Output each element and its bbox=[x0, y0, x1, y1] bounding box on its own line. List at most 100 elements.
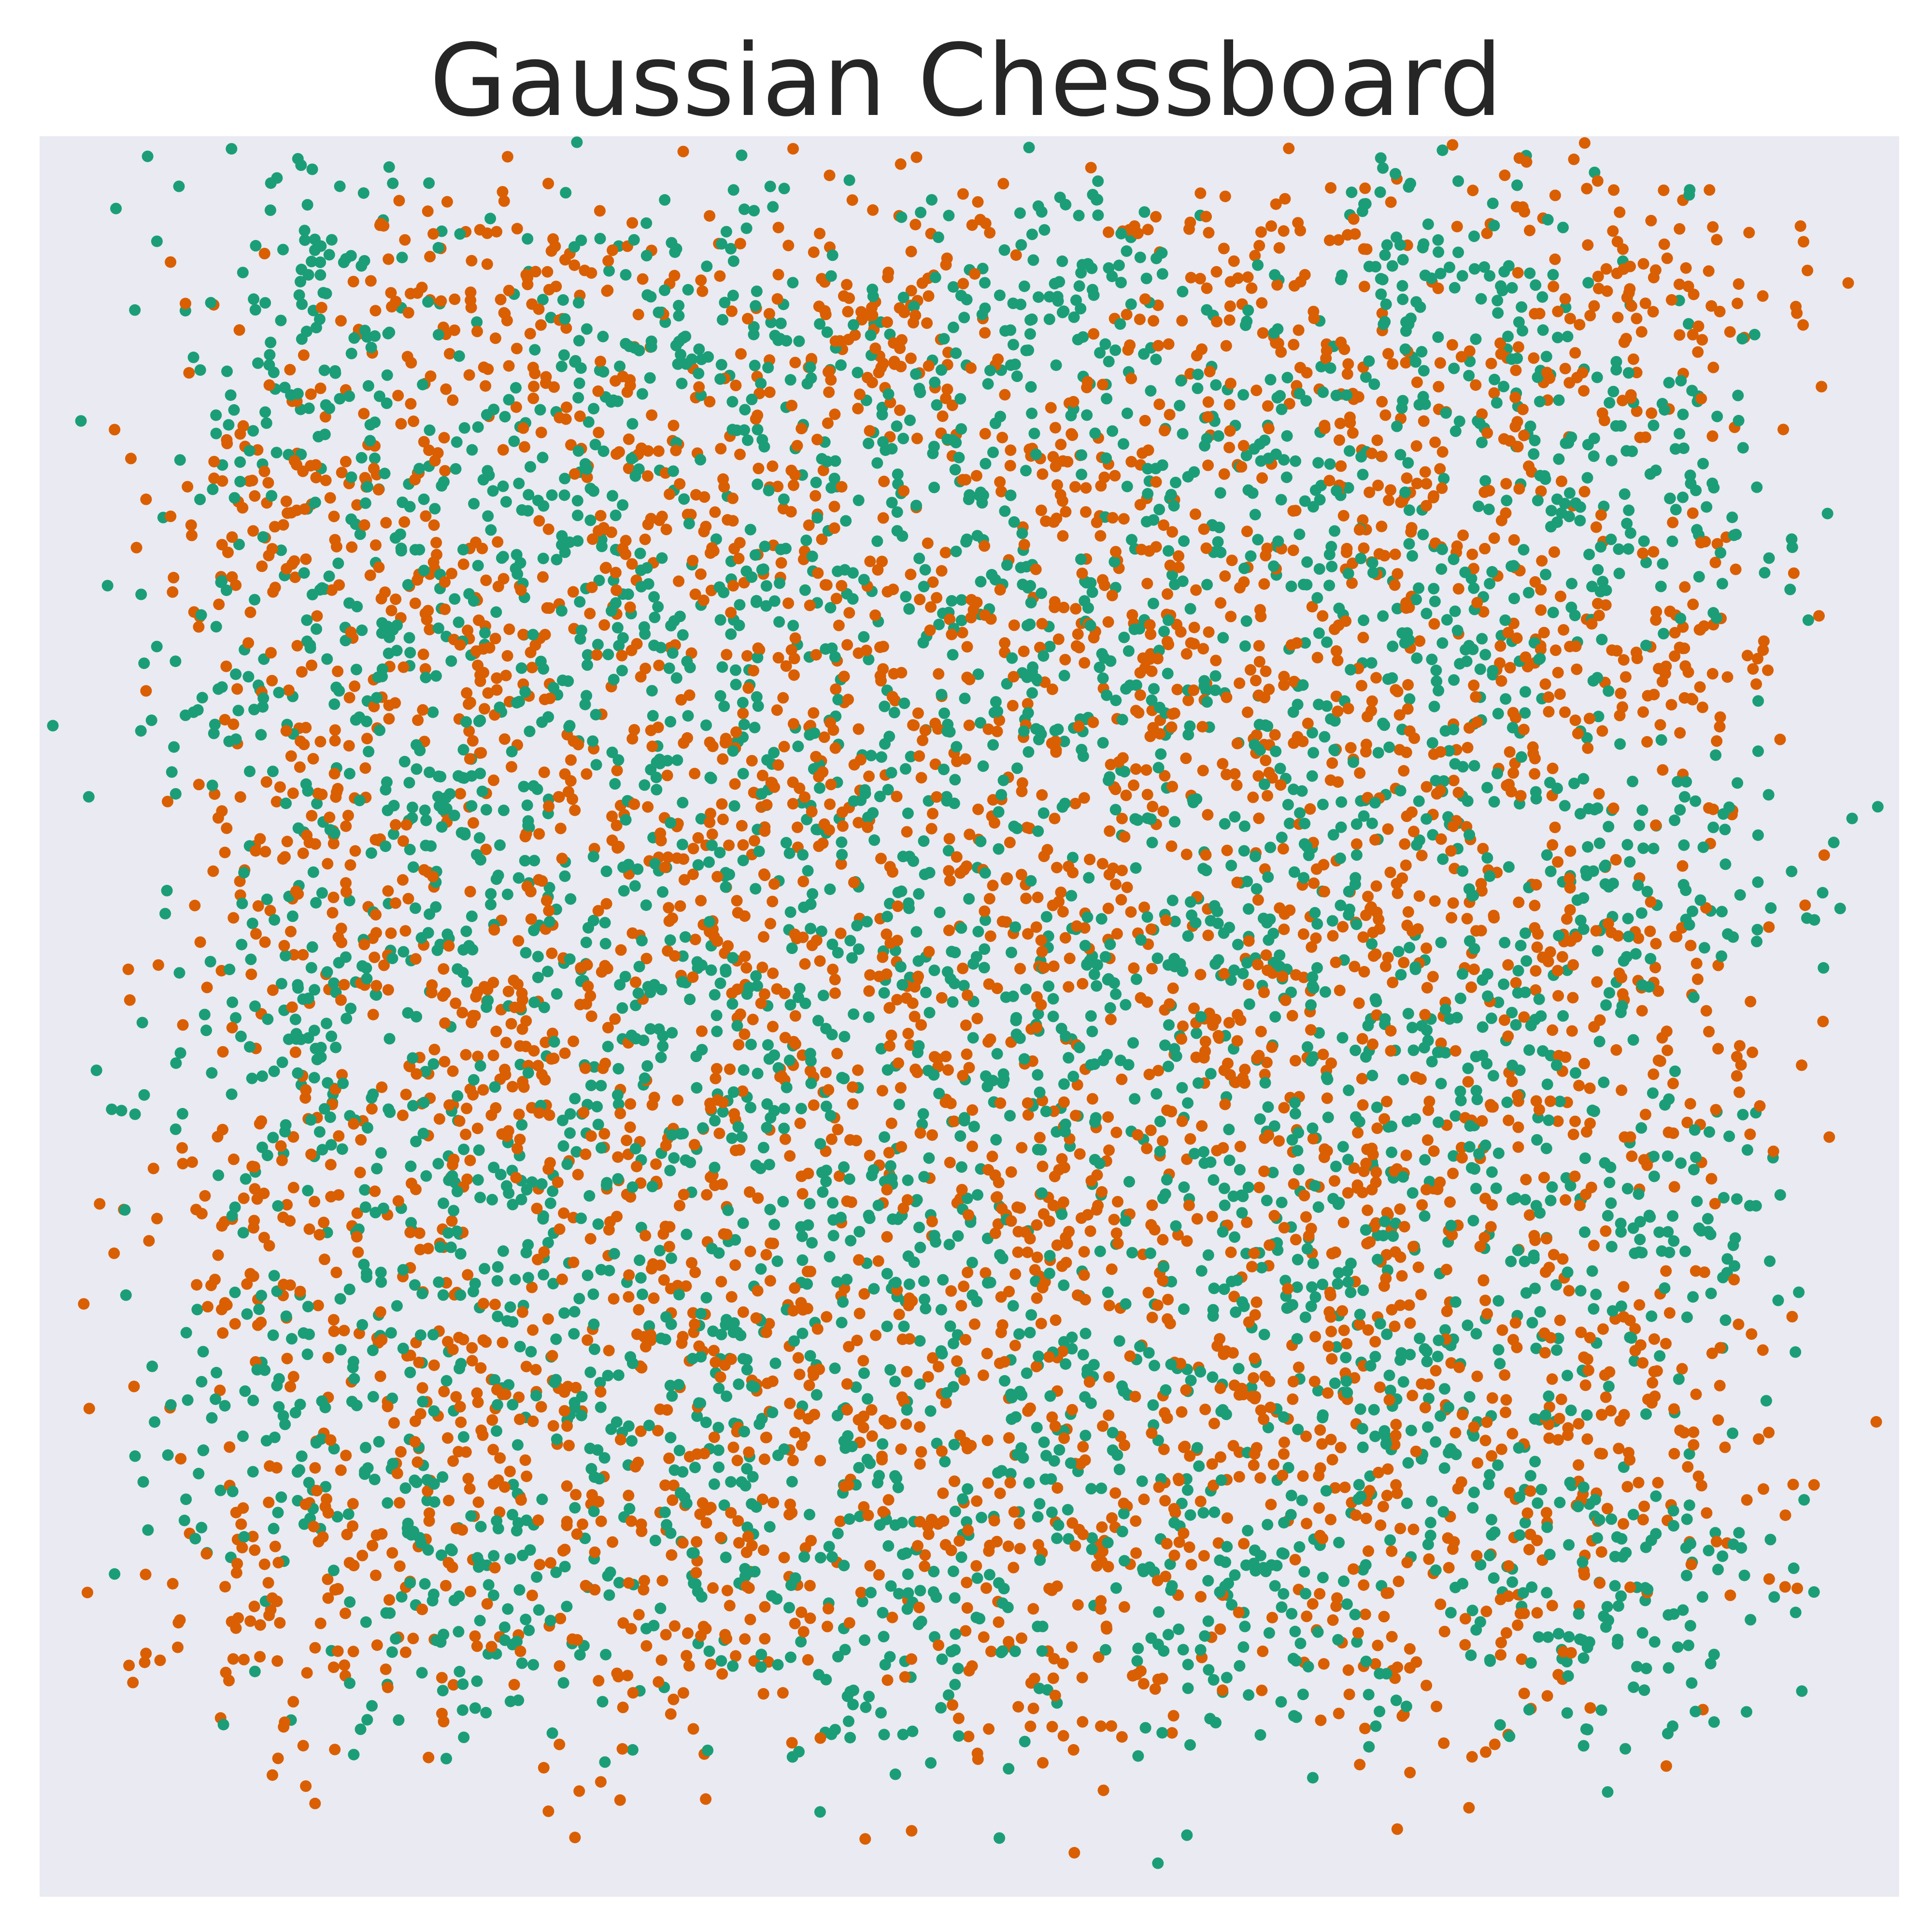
scatter-point-orange bbox=[631, 1161, 643, 1173]
scatter-point-green bbox=[1615, 420, 1627, 432]
scatter-point-green bbox=[695, 454, 707, 466]
scatter-point-green bbox=[1220, 1556, 1232, 1568]
scatter-point-orange bbox=[1567, 992, 1579, 1004]
scatter-point-green bbox=[1344, 445, 1355, 457]
scatter-point-green bbox=[256, 1070, 268, 1082]
scatter-point-orange bbox=[694, 1508, 706, 1520]
scatter-point-green bbox=[416, 1667, 428, 1679]
scatter-point-orange bbox=[1286, 1009, 1298, 1022]
scatter-point-orange bbox=[1797, 319, 1809, 331]
scatter-point-green bbox=[641, 562, 653, 574]
scatter-point-green bbox=[1313, 627, 1325, 639]
scatter-point-orange bbox=[247, 1531, 259, 1543]
scatter-point-orange bbox=[1601, 1503, 1613, 1515]
scatter-point-orange bbox=[1455, 351, 1467, 363]
scatter-point-green bbox=[1080, 1327, 1092, 1339]
scatter-point-green bbox=[244, 1041, 256, 1053]
scatter-point-green bbox=[930, 1591, 942, 1603]
scatter-point-orange bbox=[788, 479, 799, 491]
scatter-point-orange bbox=[1370, 1166, 1382, 1178]
scatter-point-green bbox=[298, 567, 310, 579]
scatter-point-green bbox=[1621, 517, 1633, 529]
scatter-point-orange bbox=[1648, 546, 1660, 558]
scatter-point-orange bbox=[736, 820, 748, 832]
scatter-point-orange bbox=[708, 1345, 720, 1357]
scatter-point-orange bbox=[1696, 701, 1708, 713]
scatter-point-orange bbox=[803, 1379, 815, 1392]
scatter-point-orange bbox=[1419, 466, 1431, 478]
scatter-point-green bbox=[242, 671, 255, 683]
scatter-point-green bbox=[491, 1275, 503, 1287]
scatter-point-green bbox=[1463, 1391, 1476, 1403]
scatter-point-green bbox=[1289, 1096, 1301, 1108]
scatter-point-green bbox=[1058, 669, 1070, 682]
scatter-point-green bbox=[1095, 1482, 1108, 1494]
scatter-point-green bbox=[354, 528, 366, 540]
scatter-point-green bbox=[1043, 980, 1055, 992]
scatter-point-green bbox=[1182, 1097, 1194, 1109]
scatter-point-green bbox=[1276, 1196, 1288, 1208]
scatter-point-green bbox=[1605, 1513, 1618, 1525]
scatter-point-orange bbox=[311, 610, 323, 622]
scatter-point-green bbox=[1208, 1282, 1220, 1294]
scatter-point-green bbox=[345, 513, 357, 525]
scatter-point-orange bbox=[264, 905, 276, 917]
scatter-point-green bbox=[129, 1450, 141, 1462]
scatter-point-green bbox=[238, 1531, 250, 1543]
scatter-point-orange bbox=[152, 959, 164, 971]
scatter-point-green bbox=[1213, 522, 1225, 533]
scatter-point-orange bbox=[485, 1109, 497, 1121]
scatter-point-green bbox=[1335, 796, 1348, 808]
scatter-point-orange bbox=[1253, 689, 1264, 701]
scatter-point-orange bbox=[1167, 1710, 1179, 1722]
scatter-point-green bbox=[1145, 385, 1157, 397]
scatter-point-green bbox=[1214, 487, 1226, 499]
scatter-point-orange bbox=[543, 800, 555, 812]
scatter-point-orange bbox=[354, 1166, 366, 1179]
scatter-point-green bbox=[987, 739, 999, 751]
scatter-point-green bbox=[348, 1748, 360, 1761]
scatter-point-green bbox=[522, 1067, 534, 1079]
scatter-point-green bbox=[303, 402, 315, 414]
scatter-point-orange bbox=[556, 1273, 568, 1285]
scatter-point-orange bbox=[1536, 555, 1548, 567]
scatter-point-green bbox=[958, 312, 970, 324]
scatter-point-orange bbox=[1103, 1299, 1115, 1311]
scatter-point-orange bbox=[212, 1131, 224, 1143]
scatter-point-green bbox=[225, 389, 237, 401]
scatter-point-green bbox=[588, 1343, 600, 1355]
scatter-point-orange bbox=[474, 224, 486, 236]
scatter-point-green bbox=[947, 649, 959, 661]
scatter-point-orange bbox=[623, 462, 635, 474]
scatter-point-green bbox=[1159, 1039, 1171, 1051]
scatter-point-green bbox=[751, 691, 763, 703]
scatter-point-green bbox=[753, 845, 765, 857]
scatter-point-orange bbox=[1421, 781, 1433, 793]
scatter-point-orange bbox=[479, 703, 490, 715]
scatter-point-orange bbox=[1375, 1519, 1387, 1531]
scatter-point-green bbox=[1672, 1641, 1684, 1653]
scatter-point-orange bbox=[1347, 427, 1359, 439]
scatter-point-orange bbox=[983, 1723, 995, 1735]
scatter-point-green bbox=[1297, 1689, 1309, 1701]
scatter-point-orange bbox=[1706, 430, 1719, 442]
scatter-point-green bbox=[1717, 1550, 1729, 1562]
scatter-point-green bbox=[1786, 866, 1798, 878]
scatter-point-orange bbox=[165, 511, 177, 522]
scatter-point-green bbox=[363, 746, 375, 758]
scatter-point-green bbox=[1796, 1685, 1808, 1697]
scatter-point-orange bbox=[1573, 1418, 1585, 1430]
scatter-point-green bbox=[1132, 1750, 1144, 1762]
scatter-point-orange bbox=[796, 1439, 808, 1451]
scatter-point-green bbox=[264, 349, 276, 361]
scatter-point-green bbox=[1332, 1634, 1344, 1646]
scatter-point-orange bbox=[1112, 1196, 1123, 1208]
scatter-point-orange bbox=[827, 724, 839, 736]
scatter-point-orange bbox=[1431, 1701, 1443, 1713]
scatter-point-green bbox=[715, 1655, 727, 1667]
scatter-point-green bbox=[492, 1310, 504, 1322]
scatter-point-orange bbox=[825, 779, 837, 791]
scatter-point-orange bbox=[265, 647, 277, 659]
scatter-point-green bbox=[170, 1123, 182, 1135]
scatter-point-green bbox=[842, 1430, 854, 1442]
